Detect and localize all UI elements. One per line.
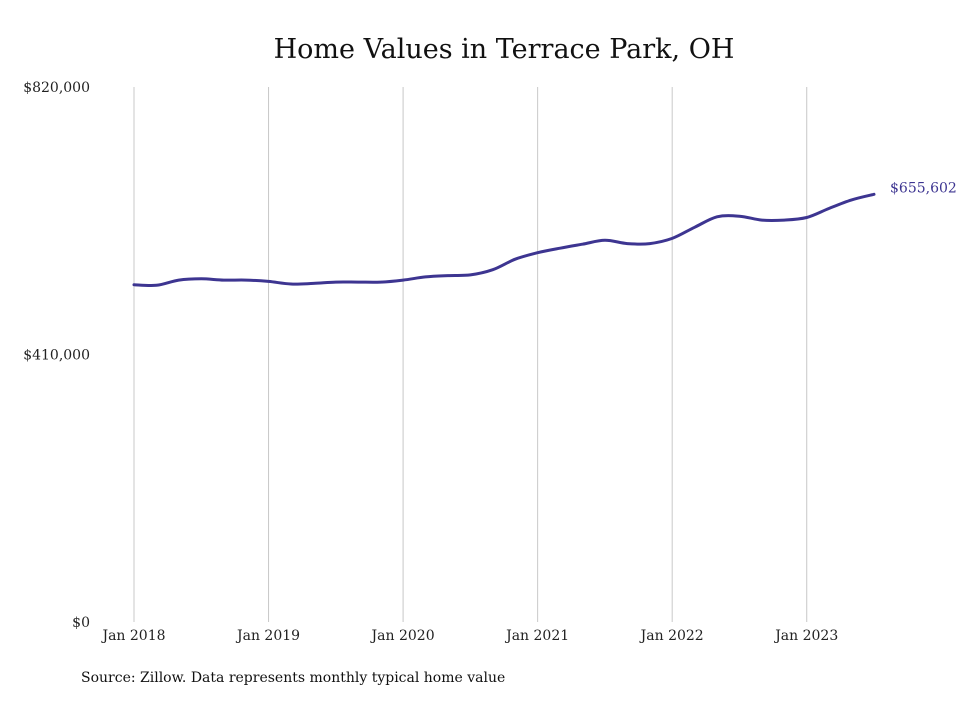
x-tick-label: Jan 2022 (639, 628, 704, 644)
x-tick-label: Jan 2023 (773, 628, 838, 644)
chart-title: Home Values in Terrace Park, OH (274, 34, 735, 65)
x-tick-label: Jan 2021 (504, 628, 569, 644)
y-tick-label: $410,000 (23, 348, 90, 364)
y-axis-ticks: $0 $410,000 $820,000 (23, 80, 90, 631)
source-note: Source: Zillow. Data represents monthly … (81, 670, 505, 686)
y-tick-label: $820,000 (23, 80, 90, 96)
series-line (132, 192, 876, 288)
x-tick-label: Jan 2018 (100, 628, 165, 644)
y-tick-label: $0 (72, 615, 90, 631)
end-value-label: $655,602 (890, 180, 957, 196)
x-tick-label: Jan 2019 (235, 628, 300, 644)
x-tick-label: Jan 2020 (370, 628, 435, 644)
x-axis-ticks: Jan 2018 Jan 2019 Jan 2020 Jan 2021 Jan 2022… (100, 628, 838, 644)
gridlines (133, 87, 808, 622)
